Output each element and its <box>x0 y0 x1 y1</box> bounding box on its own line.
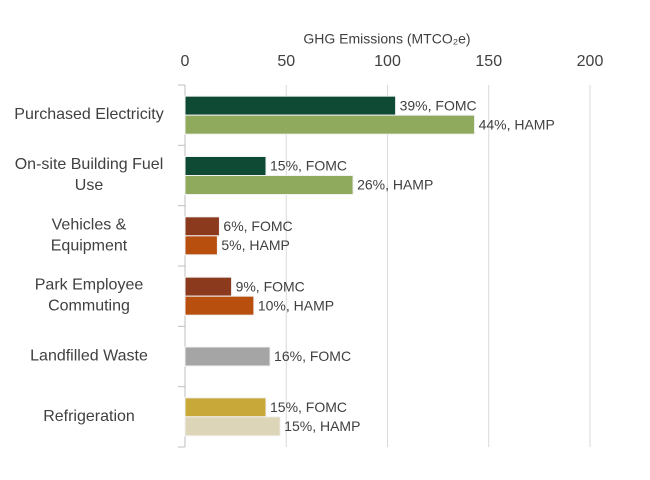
bar-label: 10%, HAMP <box>258 297 334 313</box>
bar-label: 5%, HAMP <box>221 237 289 253</box>
x-tick-label: 150 <box>475 53 502 70</box>
bar <box>184 416 281 437</box>
bar-label: 15%, FOMC <box>270 399 347 415</box>
category-label: Park Employee Commuting <box>35 277 144 315</box>
bar <box>184 175 354 195</box>
bar <box>184 295 255 316</box>
bar <box>184 235 218 256</box>
category-label: Landfilled Waste <box>30 348 148 365</box>
bar <box>184 114 476 135</box>
category-label: Refrigeration <box>43 408 135 425</box>
bar <box>184 95 397 116</box>
bar-label: 15%, HAMP <box>284 418 360 434</box>
bar <box>184 397 267 418</box>
x-tick-label: 100 <box>374 53 401 70</box>
category-label: On-site Building Fuel Use <box>15 156 164 194</box>
category-label: Purchased Electricity <box>14 106 163 123</box>
x-tick-label: 50 <box>277 53 295 70</box>
bar-label: 44%, HAMP <box>479 116 555 132</box>
bar <box>184 216 220 237</box>
bar-label: 26%, HAMP <box>357 177 433 193</box>
bar-label: 9%, FOMC <box>236 278 305 294</box>
x-tick-label: 0 <box>181 53 190 70</box>
category-label: Vehicles & Equipment <box>51 217 128 255</box>
bar <box>184 156 267 176</box>
bar <box>184 346 271 367</box>
bar-label: 16%, FOMC <box>274 348 351 364</box>
x-tick-label: 200 <box>577 53 604 70</box>
bar-label: 39%, FOMC <box>400 97 477 113</box>
bar-label: 6%, FOMC <box>223 218 292 234</box>
axis-title: GHG Emissions (MTCO₂e) <box>303 31 470 47</box>
bar <box>184 276 233 297</box>
bar-label: 15%, FOMC <box>270 158 347 174</box>
